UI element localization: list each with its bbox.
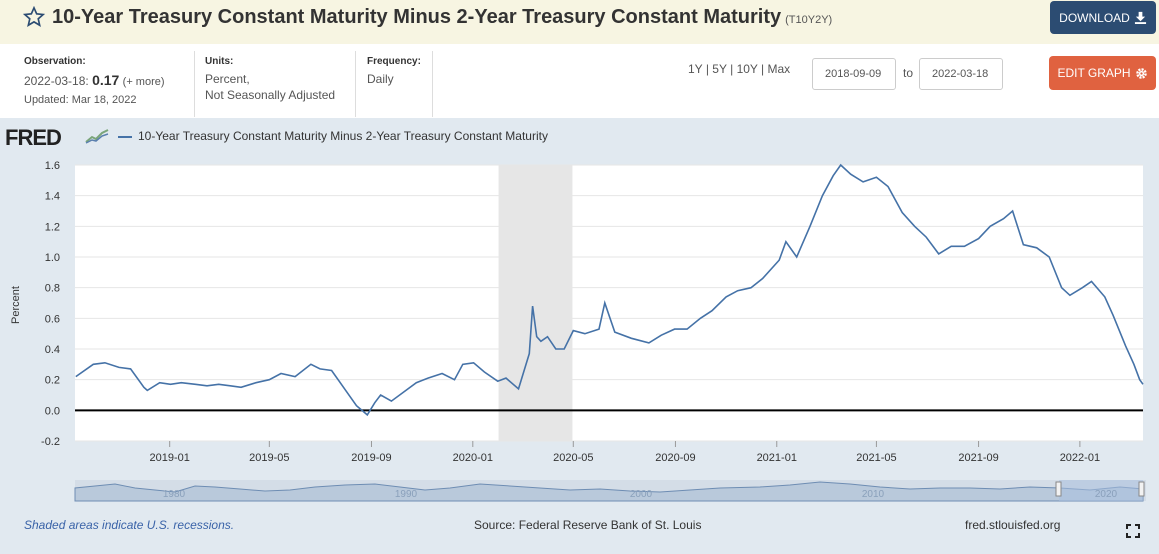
x-tick-label: 2021-01 [757,452,797,464]
end-date-input[interactable]: 2022-03-18 [919,58,1003,90]
legend-label: 10-Year Treasury Constant Maturity Minus… [138,129,548,143]
recession-note: Shaded areas indicate U.S. recessions. [24,518,235,532]
observation-label: Observation: [24,56,86,67]
fred-logo[interactable]: FRED [5,125,62,150]
navigator-label: 1980 [163,489,186,500]
range-5y[interactable]: 5Y [712,62,727,76]
units-line-1: Percent, [205,72,250,86]
download-label: DOWNLOAD [1059,10,1130,25]
chart: 1.6 1.4 1.2 1.0 0.8 0.6 0.4 0.2 0.0 -0.2 2019-01 2… [10,160,1146,502]
navigator-label: 2010 [862,489,885,500]
observation-line: 2022-03-18: 0.17 (+ more) [24,72,165,90]
range-separator: | [761,62,765,76]
meta-divider [194,51,195,117]
start-date-input[interactable]: 2018-09-09 [812,58,896,90]
range-selector: 1Y | 5Y | 10Y | Max [688,62,790,76]
range-1y[interactable]: 1Y [688,62,703,76]
updated-date: Updated: Mar 18, 2022 [24,94,137,106]
navigator-label: 2020 [1095,489,1118,500]
observation-block: Observation: 2022-03-18: 0.17 (+ more) U… [24,54,165,108]
site-link[interactable]: fred.stlouisfed.org [965,518,1061,532]
units-line-2: Not Seasonally Adjusted [205,88,336,102]
navigator-selection[interactable] [1059,480,1143,501]
star-icon[interactable] [23,6,45,28]
y-axis-label: Percent [10,286,22,324]
observation-value: 0.17 [92,72,120,88]
download-button[interactable]: DOWNLOAD [1050,1,1156,34]
series-line [75,163,1144,417]
x-tick-label: 2019-09 [351,452,391,464]
gear-icon [1135,67,1147,79]
graph-container: FRED 10-Year Treasury Constant Maturity … [0,118,1159,554]
navigator-label: 1990 [395,489,418,500]
y-tick-label: 0.2 [45,375,60,387]
frequency-value: Daily [367,72,394,86]
meta-divider [355,51,356,117]
plot-background [75,165,1143,441]
legend-swatch [118,135,132,138]
range-10y[interactable]: 10Y [736,62,758,76]
fullscreen-icon[interactable] [1126,524,1140,538]
navigator-label: 2000 [630,489,653,500]
y-tick-label: 0.0 [45,405,60,417]
y-tick-label: 1.4 [45,191,60,203]
frequency-block: Frequency: Daily [367,54,421,87]
x-tick-label: 2020-01 [453,452,493,464]
x-tick-label: 2019-01 [149,452,189,464]
y-tick-label: 0.6 [45,313,60,325]
recession-band [498,165,573,441]
series-title-text: 10-Year Treasury Constant Maturity Minus… [52,6,782,28]
units-block: Units: Percent, Not Seasonally Adjusted [205,54,335,103]
x-tick-label: 2019-05 [249,452,289,464]
meta-divider [432,51,433,117]
navigator-series [74,481,1144,502]
y-tick-label: 1.6 [45,160,60,172]
range-separator: | [705,62,709,76]
series-id: (T10Y2Y) [785,14,833,26]
y-tick-label: 1.0 [45,252,60,264]
x-tick-label: 2021-09 [958,452,998,464]
y-tick-label: 0.8 [45,283,60,295]
source-note: Source: Federal Reserve Bank of St. Loui… [474,518,702,532]
x-tick-label: 2021-05 [856,452,896,464]
navigator-handle-left[interactable] [1055,481,1062,497]
to-label: to [903,66,914,80]
edit-graph-label: EDIT GRAPH [1057,66,1131,80]
range-separator: | [730,62,734,76]
navigator-handle-right[interactable] [1138,481,1145,497]
x-tick-label: 2020-09 [655,452,695,464]
y-tick-label: 0.4 [45,344,60,356]
observation-more-link[interactable]: (+ more) [122,76,165,88]
chart-logo-icon [85,127,109,144]
range-max[interactable]: Max [767,62,791,76]
title-bar: 10-Year Treasury Constant Maturity Minus… [0,0,1159,44]
edit-graph-button[interactable]: EDIT GRAPH [1049,56,1156,90]
x-tick-label: 2022-01 [1060,452,1100,464]
y-tick-label: -0.2 [41,436,60,448]
series-title: 10-Year Treasury Constant Maturity Minus… [52,6,832,29]
x-tick-label: 2020-05 [553,452,593,464]
observation-date: 2022-03-18: [24,74,89,88]
units-label: Units: [205,56,234,67]
frequency-label: Frequency: [367,56,421,67]
y-tick-label: 1.2 [45,221,60,233]
download-icon [1134,11,1146,24]
chart-legend: 10-Year Treasury Constant Maturity Minus… [118,129,548,143]
